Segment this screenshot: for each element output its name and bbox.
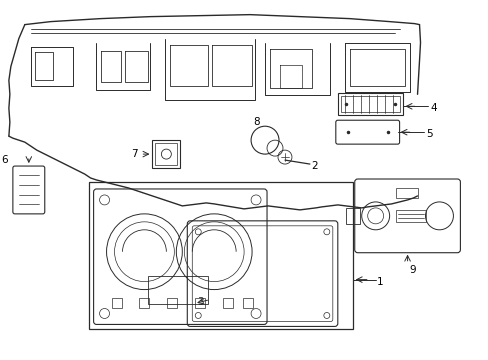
Bar	[111, 298, 121, 307]
Text: 2: 2	[311, 161, 318, 171]
Bar	[88, 182, 352, 329]
Bar	[223, 298, 233, 307]
Bar	[345, 208, 359, 224]
Bar	[148, 276, 208, 303]
Bar	[195, 298, 205, 307]
Text: 6: 6	[1, 155, 8, 165]
Bar	[340, 96, 399, 112]
Text: 8: 8	[252, 117, 259, 127]
Bar	[139, 298, 149, 307]
Text: 1: 1	[376, 276, 382, 287]
Text: 5: 5	[426, 129, 432, 139]
Bar	[155, 143, 177, 165]
Bar	[395, 188, 417, 198]
Bar	[395, 210, 425, 222]
Bar	[167, 298, 177, 307]
Text: 3: 3	[197, 297, 204, 306]
Bar	[243, 298, 253, 307]
Text: 4: 4	[429, 103, 436, 113]
Text: 9: 9	[408, 265, 415, 275]
Text: 7: 7	[131, 149, 138, 159]
Bar	[152, 140, 180, 168]
Bar	[337, 93, 402, 115]
